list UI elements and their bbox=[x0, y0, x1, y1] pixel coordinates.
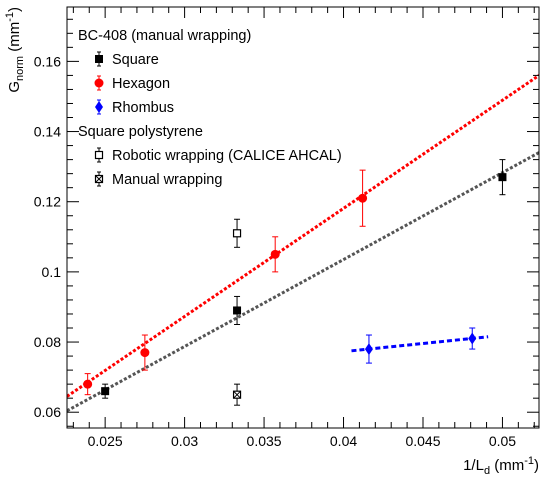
fit-line-square bbox=[67, 151, 539, 413]
x-tick-label: 0.025 bbox=[88, 433, 123, 449]
y-axis-title-sub: norm bbox=[14, 56, 26, 81]
y-axis-title-main: G bbox=[6, 81, 23, 93]
x-axis-title-unit: (mm bbox=[490, 457, 524, 474]
x-tick-label: 0.05 bbox=[489, 433, 516, 449]
y-axis-title: Gnorm (mm-1) bbox=[4, 7, 26, 93]
y-tick-label: 0.08 bbox=[34, 334, 61, 350]
legend-marker-hexagon bbox=[94, 78, 104, 88]
data-point-square bbox=[498, 173, 507, 182]
y-tick-label: 0.12 bbox=[34, 194, 61, 210]
data-point-square bbox=[233, 306, 242, 315]
y-axis-title-unit-close: ) bbox=[6, 7, 23, 12]
fit-line-hexagon bbox=[67, 74, 539, 398]
plot-area bbox=[67, 74, 539, 413]
y-tick-label: 0.16 bbox=[34, 53, 61, 69]
legend-label-rhombus: Rhombus bbox=[112, 100, 174, 116]
plot-frame bbox=[66, 6, 540, 429]
y-tick-label: 0.1 bbox=[42, 264, 62, 280]
y-axis-title-unit: (mm bbox=[6, 22, 23, 56]
legend-marker-robotic-wrapping-calice-ahcal bbox=[94, 150, 104, 160]
legend-label-hexagon: Hexagon bbox=[112, 76, 170, 92]
x-axis-title-sub: d bbox=[484, 465, 490, 477]
data-point-hexagon bbox=[83, 379, 93, 389]
y-tick-label: 0.14 bbox=[34, 124, 61, 140]
x-tick-label: 0.03 bbox=[171, 433, 198, 449]
data-point-rhombus bbox=[364, 343, 373, 356]
legend-group-header: BC-408 (manual wrapping) bbox=[78, 28, 251, 44]
data-point-hexagon bbox=[140, 348, 150, 358]
legend: BC-408 (manual wrapping) Square Hexagon Rho… bbox=[78, 28, 342, 188]
x-axis-title-unit-close: ) bbox=[534, 457, 539, 474]
y-tick-label: 0.06 bbox=[34, 404, 61, 420]
axes: 0.025 0.03 0.035 0.04 0.045 0.05 0.06 0.08 0.1 0.… bbox=[4, 6, 540, 477]
legend-label-robotic-wrapping-calice-ahcal: Robotic wrapping (CALICE AHCAL) bbox=[112, 148, 342, 164]
x-axis-title-main: 1/L bbox=[463, 457, 484, 474]
legend-label-manual-wrapping: Manual wrapping bbox=[112, 172, 222, 188]
x-tick-label: 0.04 bbox=[330, 433, 357, 449]
data-point-manual-wrapping bbox=[232, 390, 242, 399]
y-axis-title-unit-sup: -1 bbox=[4, 12, 16, 22]
data-point-square bbox=[101, 387, 110, 396]
fit-line-rhombus bbox=[351, 335, 489, 353]
x-tick-label: 0.045 bbox=[405, 433, 440, 449]
legend-marker-manual-wrapping bbox=[94, 174, 104, 184]
data-point-rhombus bbox=[468, 332, 477, 345]
data-point-hexagon bbox=[358, 193, 368, 203]
legend-label-square: Square bbox=[112, 52, 159, 68]
data-point-hexagon bbox=[270, 249, 280, 259]
data-point-robotic-wrapping-calice-ahcal bbox=[232, 229, 242, 238]
x-tick-label: 0.035 bbox=[247, 433, 282, 449]
legend-marker-square bbox=[95, 55, 103, 63]
x-axis-title: 1/Ld (mm-1) bbox=[463, 455, 539, 477]
legend-group-header: Square polystyrene bbox=[78, 124, 203, 140]
legend-marker-rhombus bbox=[95, 101, 103, 113]
x-axis-title-unit-sup: -1 bbox=[524, 455, 534, 467]
